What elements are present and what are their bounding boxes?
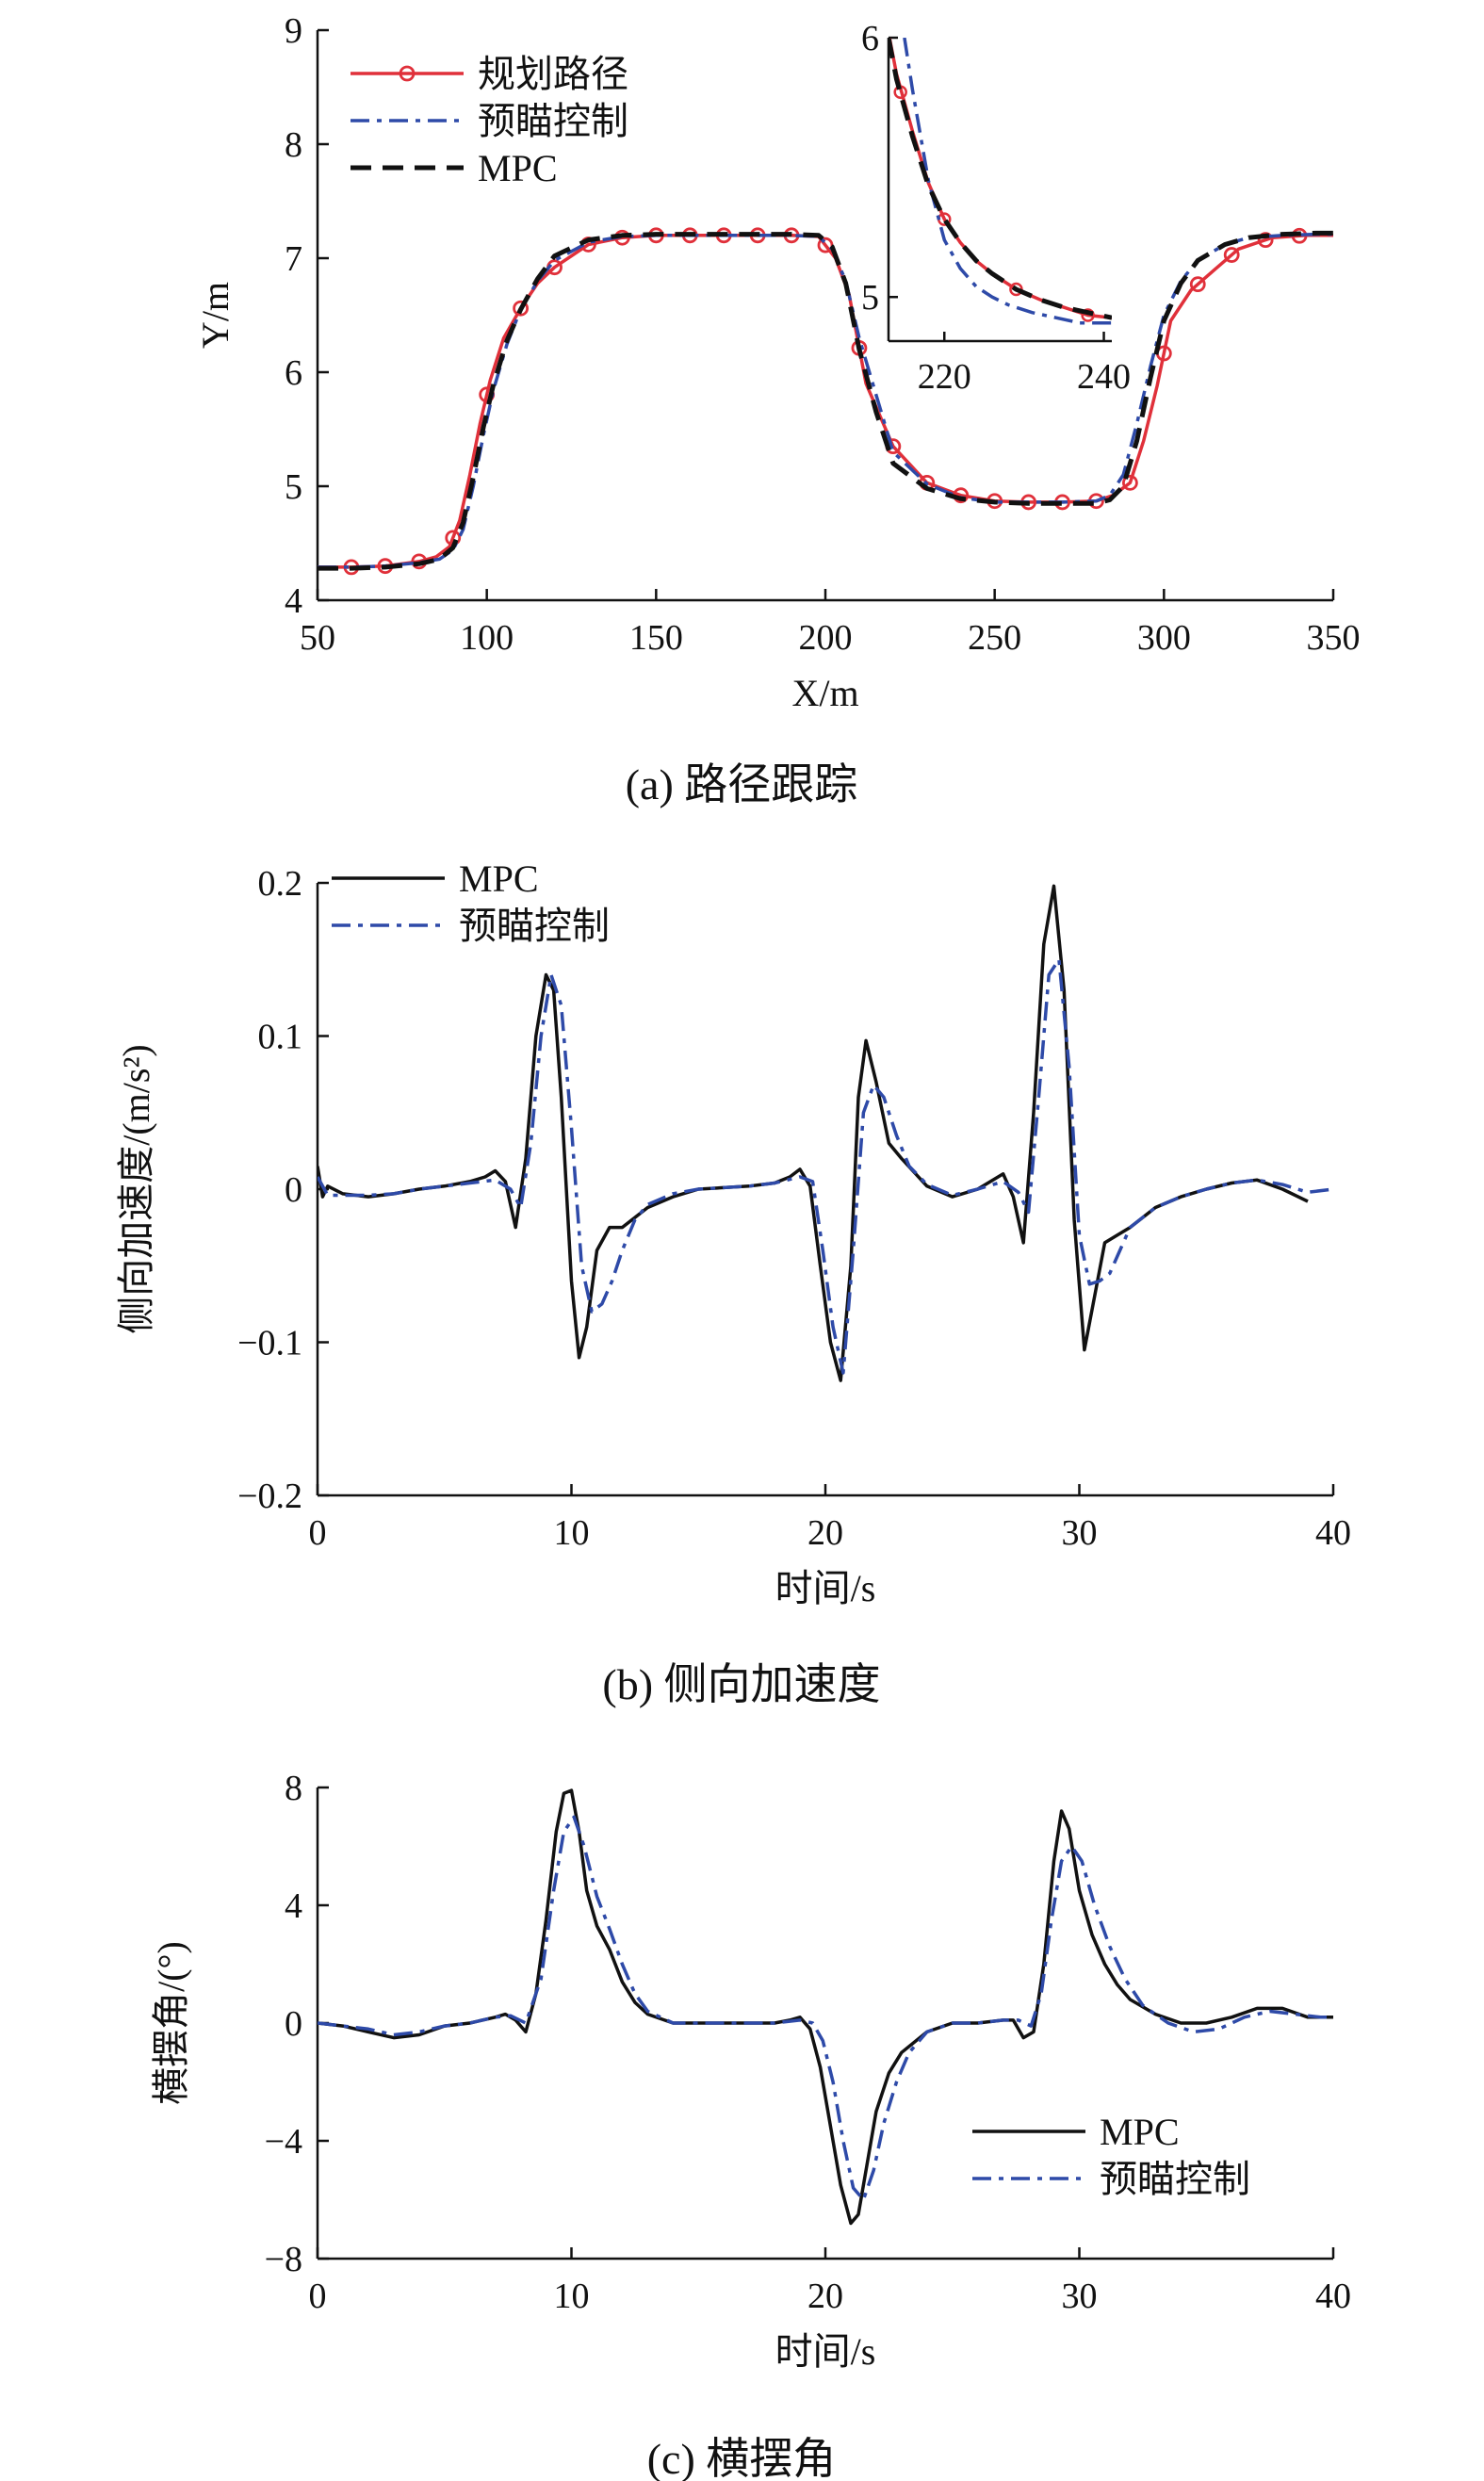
x-axis-label: 时间/s [775, 2330, 876, 2373]
series-marker [1223, 247, 1240, 263]
x-tick-label: 40 [1315, 1513, 1351, 1553]
plot-area [318, 227, 1333, 576]
x-tick-label: 10 [554, 2277, 590, 2316]
figure-caption: (c) 横摆角 [647, 2435, 837, 2481]
x-tick-label: 0 [309, 1513, 327, 1553]
series-marker [513, 300, 529, 317]
y-tick-label: 6 [285, 353, 302, 393]
series-line-1 [318, 957, 1333, 1375]
series-marker [1189, 276, 1206, 293]
legend-label-1: 预瞄控制 [478, 100, 628, 142]
legend-label-0: MPC [459, 857, 539, 900]
legend-label-0: MPC [1100, 2111, 1180, 2153]
inset-y-tick-label: 6 [861, 19, 879, 58]
y-axis-label: Y/m [194, 282, 236, 349]
x-tick-label: 50 [300, 618, 335, 658]
y-tick-label: 8 [285, 125, 302, 165]
inset-plot-area [889, 38, 1112, 325]
y-tick-label: 9 [285, 11, 302, 51]
x-tick-label: 30 [1062, 1513, 1098, 1553]
y-tick-label: 8 [285, 1769, 302, 1808]
y-tick-label: 7 [285, 239, 302, 279]
x-tick-label: 10 [554, 1513, 590, 1553]
inset-bg [889, 38, 1112, 341]
series-line-0 [318, 884, 1309, 1382]
series-marker [1257, 232, 1274, 249]
legend-label-0: 规划路径 [478, 53, 628, 95]
x-tick-label: 200 [799, 618, 853, 658]
legend-label-2: MPC [478, 147, 558, 189]
x-tick-label: 150 [629, 618, 683, 658]
y-tick-label: −4 [265, 2122, 302, 2162]
y-tick-label: 4 [285, 1886, 302, 1926]
y-tick-label: 0 [285, 1170, 302, 1210]
x-tick-label: 300 [1137, 618, 1191, 658]
y-axis-label: 横摆角/(°) [150, 1941, 192, 2105]
figure-caption: (a) 路径跟踪 [626, 760, 858, 808]
inset-y-tick-label: 5 [861, 278, 879, 318]
series-line-2 [318, 230, 1333, 571]
chart-panel-1: 0 10 20 30 40 −0.2 −0.1 0 0.1 0.2 时间/s 侧向加速度/(m/s²)… [115, 857, 1351, 1708]
chart-panel-2: 0 10 20 30 40 −8 −4 0 4 8 时间/s 横摆角/(°) MPC 预瞄控制 (c) 横摆… [150, 1769, 1351, 2481]
series-line-1 [318, 1815, 1333, 2202]
x-tick-label: 0 [309, 2277, 327, 2316]
inset-series-marker [1081, 308, 1095, 322]
x-axis-label: 时间/s [775, 1567, 876, 1609]
y-axis-label: 侧向加速度/(m/s²) [115, 1044, 157, 1334]
series-marker [1122, 474, 1138, 491]
x-tick-label: 20 [807, 2277, 843, 2316]
y-tick-label: −8 [265, 2240, 302, 2279]
y-tick-label: −0.2 [237, 1477, 302, 1516]
plot-area [318, 884, 1333, 1382]
x-tick-label: 100 [460, 618, 514, 658]
legend-marker [399, 65, 416, 82]
x-tick-label: 250 [968, 618, 1021, 658]
inset-panel: 220 240 5 6 [861, 19, 1131, 397]
inset-series-line-1 [903, 38, 1112, 325]
y-tick-label: −0.1 [237, 1324, 302, 1363]
x-tick-label: 40 [1315, 2277, 1351, 2316]
y-tick-label: 4 [285, 581, 302, 621]
chart-panel-0: 50 100 150 200 250 300 350 4 5 6 7 8 9 X/m Y/m 规划路径预瞄控制… [194, 11, 1361, 808]
x-tick-label: 20 [807, 1513, 843, 1553]
legend-label-1: 预瞄控制 [459, 905, 610, 947]
x-tick-label: 350 [1307, 618, 1361, 658]
y-tick-label: 5 [285, 467, 302, 507]
y-tick-label: 0.1 [258, 1018, 303, 1057]
x-tick-label: 30 [1062, 2277, 1098, 2316]
y-tick-label: 0 [285, 2004, 302, 2044]
figure-caption: (b) 侧向加速度 [602, 1660, 880, 1708]
y-tick-label: 0.2 [258, 864, 303, 904]
inset-x-tick-label: 240 [1077, 357, 1131, 397]
inset-x-tick-label: 220 [918, 357, 971, 397]
inset-series-line-2 [889, 38, 1112, 320]
x-axis-label: X/m [791, 672, 858, 714]
legend-label-1: 预瞄控制 [1100, 2158, 1250, 2200]
plot-area [318, 1788, 1333, 2226]
